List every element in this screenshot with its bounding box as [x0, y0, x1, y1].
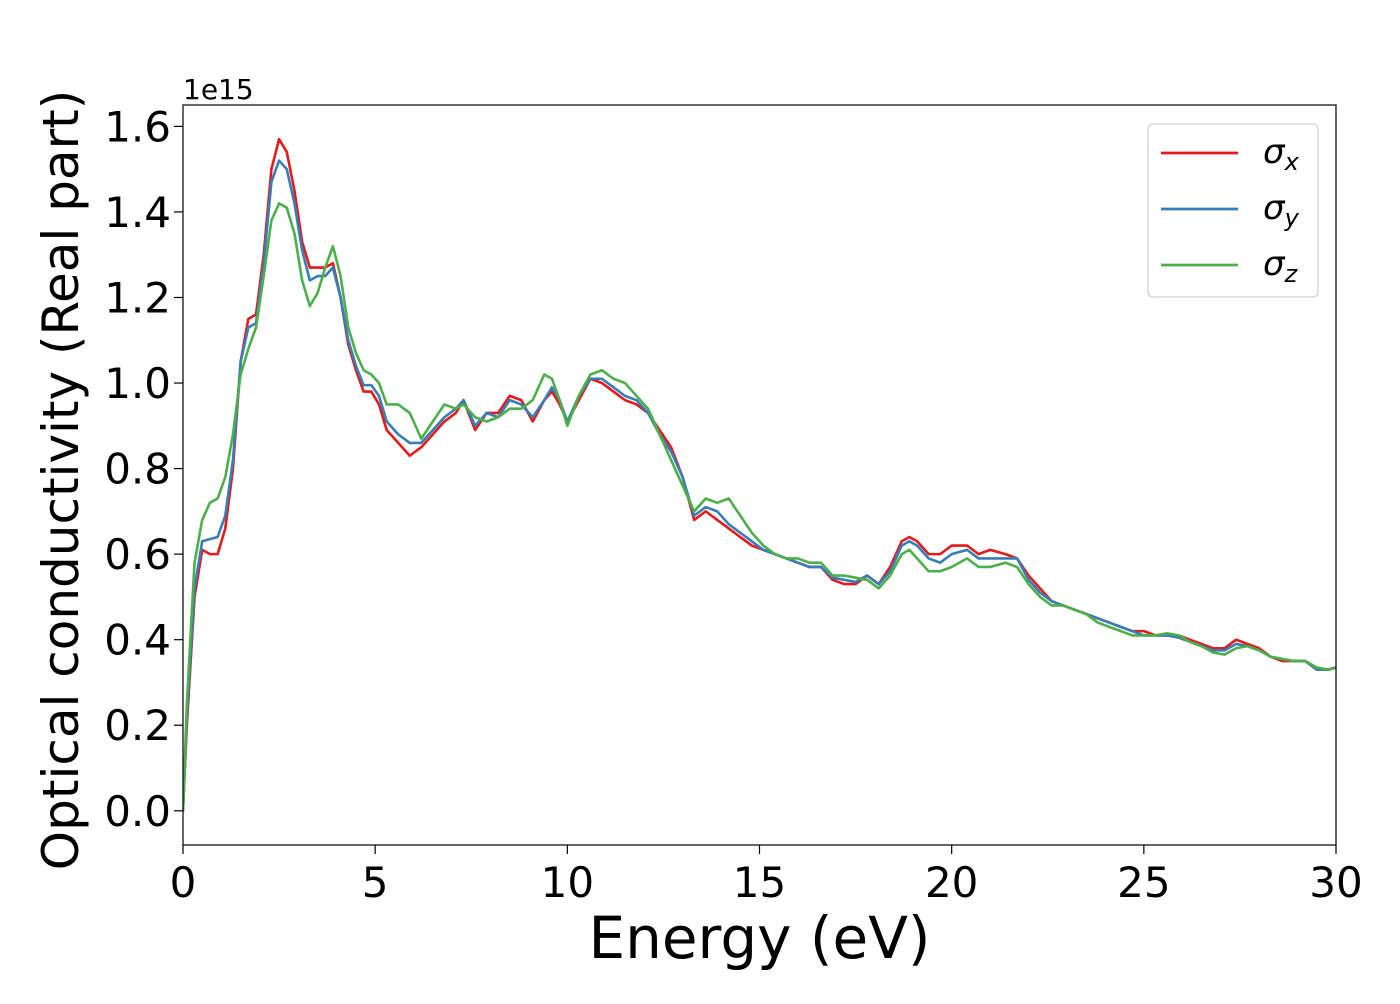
- legend-label-y: σy: [1263, 188, 1300, 232]
- x-axis-label: Energy (eV): [588, 904, 930, 972]
- y-tick-label: 1.2: [104, 273, 171, 322]
- legend-box: [1147, 123, 1319, 298]
- x-tick-label: 10: [541, 858, 594, 907]
- series-line-z: [183, 202, 1336, 813]
- x-tick-label: 30: [1309, 858, 1362, 907]
- x-axis: 0 5 10 15 20 25 30: [170, 845, 1363, 907]
- plot-area: [183, 137, 1336, 813]
- y-tick-label: 1.4: [104, 188, 171, 237]
- y-axis: 0.0 0.2 0.4 0.6 0.8 1.0 1.2 1.4 1.6: [104, 102, 183, 836]
- x-tick-label: 5: [362, 858, 389, 907]
- y-axis-offset-label: 1e15: [183, 73, 254, 106]
- x-tick-label: 20: [925, 858, 978, 907]
- x-tick-label: 15: [733, 858, 786, 907]
- x-tick-label: 25: [1117, 858, 1170, 907]
- y-tick-label: 1.0: [104, 359, 171, 408]
- y-tick-label: 0.0: [104, 787, 171, 836]
- y-tick-label: 0.8: [104, 445, 171, 494]
- legend-label-x: σx: [1263, 132, 1300, 176]
- legend: σx σy σz: [1147, 123, 1319, 298]
- y-tick-label: 0.2: [104, 701, 171, 750]
- y-axis-label: Optical conductivity (Real part): [32, 90, 90, 871]
- y-tick-label: 0.6: [104, 530, 171, 579]
- y-tick-label: 1.6: [104, 102, 171, 151]
- x-tick-label: 0: [170, 858, 197, 907]
- y-tick-label: 0.4: [104, 616, 171, 665]
- legend-label-z: σz: [1263, 244, 1299, 288]
